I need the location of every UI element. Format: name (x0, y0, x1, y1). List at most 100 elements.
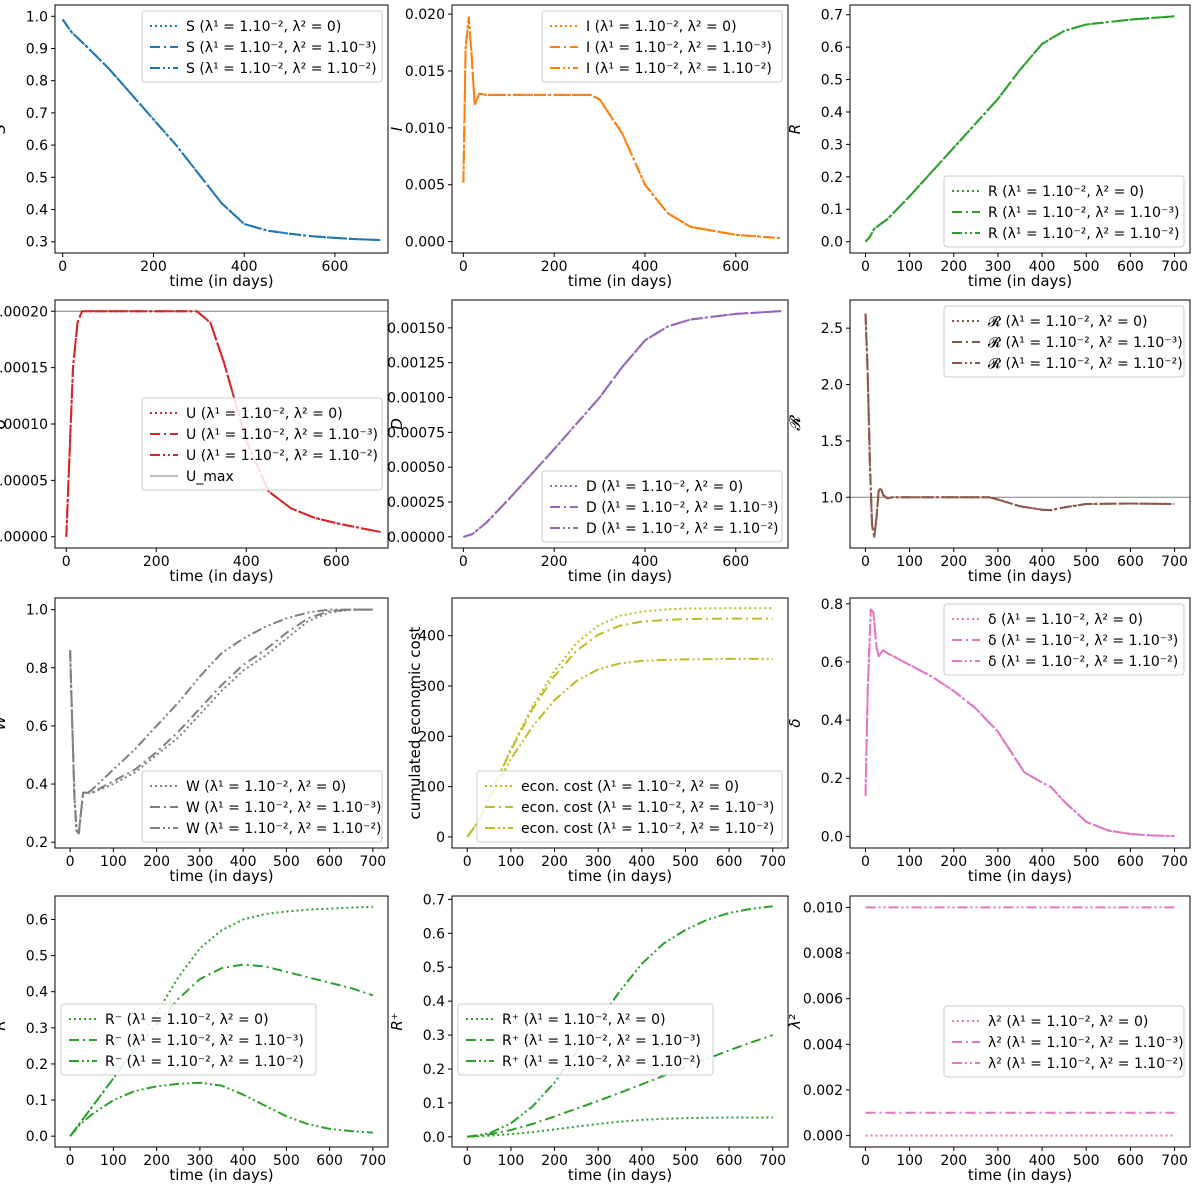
chart-rplus-ytick-label: 0.1 (423, 1096, 445, 1112)
chart-lambda2-xtick-label: 300 (985, 1153, 1012, 1169)
chart-rminus-frame (54, 895, 389, 1148)
chart-rminus-xtick-label: 600 (316, 1153, 343, 1169)
chart-rplus-ytick-label: 0.0 (423, 1130, 445, 1146)
chart-w-legend-box (141, 770, 383, 843)
chart-rplus-legend-label: R⁺ (λ¹ = 1.10⁻², λ² = 1.10⁻²) (502, 1054, 701, 1070)
chart-r-xtick-label: 0 (861, 259, 870, 275)
chart-rminus-xtick-label: 700 (359, 1153, 386, 1169)
chart-w-legend-label: W (λ¹ = 1.10⁻², λ² = 0) (186, 779, 346, 795)
chart-delta-xtick-label: 200 (940, 854, 967, 870)
chart-w-xtick-label: 400 (230, 854, 257, 870)
chart-lambda2-xtick-label: 100 (896, 1153, 923, 1169)
chart-econ-ytick-label: 100 (418, 780, 445, 796)
chart-r-ytick-label: 0.7 (821, 8, 843, 24)
chart-lambda2-ytick-label: 0.010 (803, 900, 843, 916)
chart-rplus-xtick-label: 300 (585, 1153, 612, 1169)
chart-lambda2-xtick-label: 400 (1029, 1153, 1056, 1169)
chart-lambda2-xtick-label: 200 (940, 1153, 967, 1169)
chart-u-xtick-label: 0 (62, 554, 71, 570)
chart-rminus-xtick-label: 400 (230, 1153, 257, 1169)
chart-rminus-xtick-label: 500 (273, 1153, 300, 1169)
chart-s-xtick-label: 400 (231, 259, 258, 275)
chart-w-legend: W (λ¹ = 1.10⁻², λ² = 0) W (λ¹ = 1.10⁻², λ… (141, 770, 383, 843)
chart-r-xtick-label: 400 (1029, 259, 1056, 275)
chart-r-xtick-label: 200 (940, 259, 967, 275)
chart-econ-xtick-label: 200 (541, 854, 568, 870)
chart-rplus-ytick-label: 0.5 (423, 960, 445, 976)
chart-rcal-ytick-label: 2.0 (821, 378, 843, 394)
chart-d-ytick-label: 0.00100 (387, 391, 445, 407)
chart-u-ytick-label: 0.00020 (0, 304, 48, 320)
chart-r-xtick-label: 700 (1161, 259, 1188, 275)
chart-rcal-xlabel: time (in days) (968, 567, 1072, 585)
chart-r-xtick-label: 100 (896, 259, 923, 275)
chart-lambda2-ytick-label: 0.004 (803, 1037, 843, 1053)
chart-r-legend-label: R (λ¹ = 1.10⁻², λ² = 0) (988, 184, 1144, 200)
chart-w-xlabel: time (in days) (169, 867, 273, 885)
chart-r: 0 100 200 300 400 500 600 700 0.0 0.1 0.2 0.3 0.4 0.5… (786, 4, 1191, 290)
chart-rcal-ytick-label: 1.5 (821, 434, 843, 450)
chart-s-ytick-label: 0.6 (26, 138, 48, 154)
chart-u-legend-label: U (λ¹ = 1.10⁻², λ² = 1.10⁻²) (186, 448, 378, 464)
chart-rminus-legend-label: R⁻ (λ¹ = 1.10⁻², λ² = 1.10⁻²) (105, 1054, 304, 1070)
chart-w-xtick-label: 300 (187, 854, 214, 870)
chart-u-ytick-label: 0.00010 (0, 417, 48, 433)
chart-r-ytick-label: 0.3 (821, 137, 843, 153)
chart-econ-xtick-label: 300 (585, 854, 612, 870)
chart-d-xtick-label: 400 (632, 554, 659, 570)
chart-lambda2: 0 100 200 300 400 500 600 700 0.000 0.002 0.004 0.0… (786, 895, 1191, 1184)
chart-delta-legend: δ (λ¹ = 1.10⁻², λ² = 0) δ (λ¹ = 1.10⁻², λ… (943, 603, 1185, 676)
chart-lambda2-legend-label: λ² (λ¹ = 1.10⁻², λ² = 0) (988, 1014, 1148, 1030)
chart-rminus-legend-box (60, 1003, 317, 1076)
chart-rcal-xtick-label: 500 (1073, 554, 1100, 570)
chart-delta-legend-box (943, 603, 1185, 676)
chart-d-ytick-label: 0.00125 (387, 356, 445, 372)
chart-d-legend-box (541, 470, 783, 543)
chart-w-xtick-label: 700 (359, 854, 386, 870)
chart-econ-legend-label: econ. cost (λ¹ = 1.10⁻², λ² = 1.10⁻²) (521, 821, 774, 837)
chart-rplus-series-2-line (467, 1034, 774, 1138)
chart-s-xlabel: time (in days) (169, 272, 273, 290)
chart-d-ytick-label: 0.00150 (387, 321, 445, 337)
chart-delta: 0 100 200 300 400 500 600 700 0.0 0.2 0.4 0.6 0.8 tim… (786, 597, 1191, 885)
chart-rplus-xtick-label: 700 (759, 1153, 786, 1169)
chart-d-xtick-label: 0 (459, 554, 468, 570)
chart-w-series-1-line (69, 608, 373, 835)
chart-rcal-legend-label: 𝓡 (λ¹ = 1.10⁻², λ² = 1.10⁻²) (988, 356, 1183, 372)
chart-s-series-3-line (61, 18, 381, 242)
chart-d-ytick-label: 0.00075 (387, 425, 445, 441)
chart-s-ytick-label: 0.9 (26, 41, 48, 57)
chart-w-xtick-label: 500 (273, 854, 300, 870)
chart-delta-legend-label: δ (λ¹ = 1.10⁻², λ² = 1.10⁻²) (988, 654, 1178, 670)
chart-delta-ytick-label: 0.0 (821, 829, 843, 845)
chart-rminus-ytick-label: 0.5 (26, 949, 48, 965)
chart-s-legend-label: S (λ¹ = 1.10⁻², λ² = 1.10⁻³) (186, 40, 377, 56)
chart-r-ytick-label: 0.4 (821, 105, 843, 121)
chart-rplus-legend: R⁺ (λ¹ = 1.10⁻², λ² = 0) R⁺ (λ¹ = 1.10⁻²,… (457, 1003, 714, 1076)
chart-d-xtick-label: 200 (541, 554, 568, 570)
chart-delta-ytick-label: 0.6 (821, 655, 843, 671)
chart-w: 0 100 200 300 400 500 600 700 0.2 0.4 0.6 0.8 1.0 tim… (0, 597, 389, 885)
chart-rplus-frame (451, 895, 789, 1148)
chart-r-legend: R (λ¹ = 1.10⁻², λ² = 0) R (λ¹ = 1.10⁻², λ… (943, 175, 1185, 248)
chart-s-ytick-label: 0.5 (26, 170, 48, 186)
chart-u-legend: U (λ¹ = 1.10⁻², λ² = 0) U (λ¹ = 1.10⁻², λ… (141, 397, 383, 491)
chart-s-ytick-label: 0.4 (26, 203, 48, 219)
chart-rminus-legend: R⁻ (λ¹ = 1.10⁻², λ² = 0) R⁻ (λ¹ = 1.10⁻²,… (60, 1003, 317, 1076)
chart-u-series-3-line (65, 310, 382, 537)
chart-d-ytick-label: 0.00050 (387, 460, 445, 476)
chart-s-ytick-label: 1.0 (26, 9, 48, 25)
chart-u-ytick-label: 0.00015 (0, 361, 48, 377)
chart-rplus-ytick-label: 0.6 (423, 926, 445, 942)
chart-u-xlabel: time (in days) (169, 567, 273, 585)
chart-rcal-xtick-label: 400 (1029, 554, 1056, 570)
chart-i-ytick-label: 0.000 (405, 235, 445, 251)
chart-i-xtick-label: 400 (632, 259, 659, 275)
chart-rcal: 0 100 200 300 400 500 600 700 1.0 1.5 2.0 2.5 time (… (786, 299, 1191, 585)
chart-r-legend-box (943, 175, 1185, 248)
chart-rminus-xtick-label: 100 (100, 1153, 127, 1169)
chart-lambda2-xlabel: time (in days) (968, 1166, 1072, 1184)
chart-d-legend: D (λ¹ = 1.10⁻², λ² = 0) D (λ¹ = 1.10⁻², λ… (541, 470, 783, 543)
chart-lambda2-legend-label: λ² (λ¹ = 1.10⁻², λ² = 1.10⁻³) (988, 1035, 1184, 1051)
chart-econ-legend-box (476, 770, 783, 843)
